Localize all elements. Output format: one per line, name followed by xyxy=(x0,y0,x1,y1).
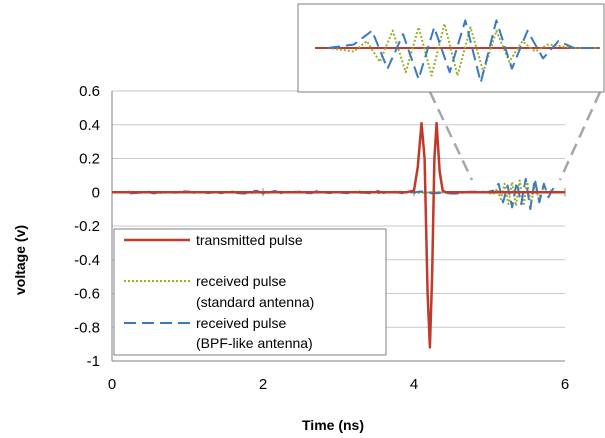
zoom-connector-left xyxy=(428,91,474,181)
y-tick-label: -0.6 xyxy=(74,286,100,303)
y-tick-label: -0.4 xyxy=(74,252,100,269)
x-tick-label: 2 xyxy=(259,376,267,393)
x-tick-label: 0 xyxy=(108,376,116,393)
legend-label-standard-line2: (standard antenna) xyxy=(196,294,314,310)
y-tick-label: -0.8 xyxy=(74,319,100,336)
y-tick-label: -1 xyxy=(87,353,100,370)
inset-zoom-panel xyxy=(297,3,605,93)
y-tick-label: -0.2 xyxy=(74,218,100,235)
y-axis-title: voltage (v) xyxy=(12,225,28,295)
series-lines xyxy=(111,121,565,349)
x-tick-label: 6 xyxy=(561,376,569,393)
legend-label-transmitted: transmitted pulse xyxy=(196,232,303,248)
legend-label-bpf-line2: (BPF-like antenna) xyxy=(196,335,313,351)
zoom-connector-right xyxy=(558,91,602,181)
inset-series-line-bpf xyxy=(327,19,600,84)
tick-labels: 0.6 0.4 0.2 0 -0.2 -0.4 -0.6 -0.8 -1 0 2 4 6 xyxy=(74,83,569,393)
x-tick-label: 4 xyxy=(410,376,418,393)
y-tick-label: 0 xyxy=(92,184,100,201)
x-axis-title: Time (ns) xyxy=(302,417,364,433)
legend-box xyxy=(113,228,387,356)
series-line-transmitted xyxy=(112,121,565,349)
legend-label-bpf-line1: received pulse xyxy=(196,315,286,331)
legend: transmitted pulse received pulse (standa… xyxy=(113,228,387,356)
y-tick-label: 0.2 xyxy=(79,151,100,168)
y-tick-label: 0.6 xyxy=(79,83,100,100)
inset-series xyxy=(315,19,600,84)
y-tick-label: 0.4 xyxy=(79,117,100,134)
series-line-bpf xyxy=(112,177,565,211)
legend-label-standard-line1: received pulse xyxy=(196,273,286,289)
